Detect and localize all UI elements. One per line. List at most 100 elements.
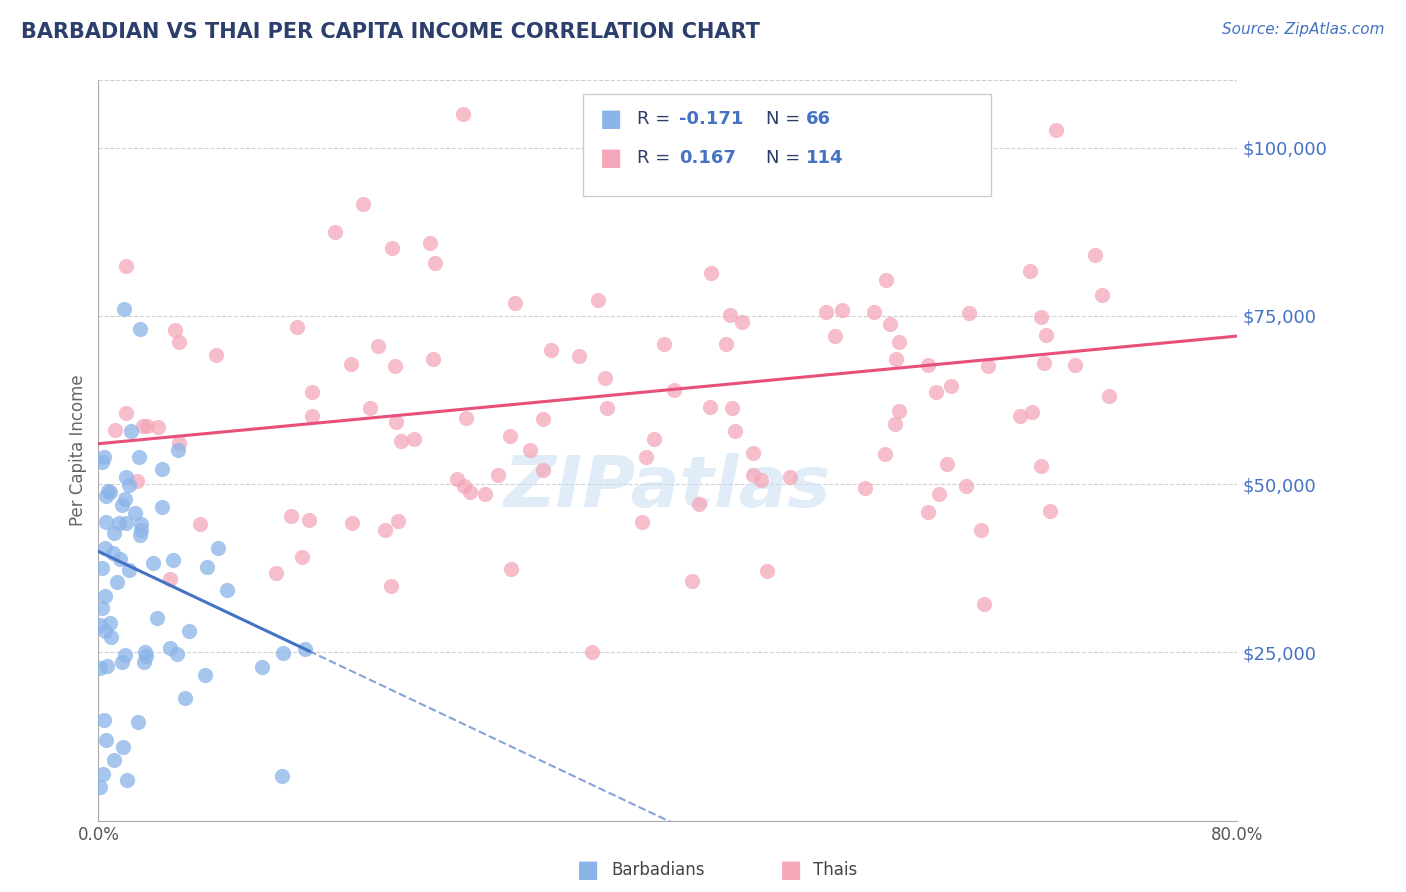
Point — [595, 401, 617, 416]
Point — [110, 552, 132, 566]
Point — [367, 339, 389, 353]
Point — [957, 306, 980, 320]
Point — [150, 461, 173, 475]
Point — [699, 400, 721, 414]
Point — [94, 732, 117, 747]
Text: Thais: Thais — [813, 861, 856, 879]
Text: R =: R = — [637, 110, 676, 128]
Point — [125, 475, 148, 489]
Point — [643, 433, 665, 447]
Point — [342, 516, 364, 530]
Point — [163, 323, 186, 337]
Point — [600, 151, 623, 165]
Point — [928, 487, 950, 501]
Point — [662, 383, 685, 397]
Y-axis label: Per Capita Income: Per Capita Income — [69, 375, 87, 526]
Point — [884, 352, 907, 367]
Point — [150, 500, 173, 515]
Point — [636, 450, 658, 464]
Point — [853, 481, 876, 495]
Point — [110, 498, 132, 512]
Point — [108, 516, 131, 530]
Point — [486, 468, 509, 483]
Point — [112, 739, 135, 754]
Point — [136, 419, 159, 434]
Point — [94, 541, 117, 555]
Point — [280, 508, 302, 523]
Text: -0.171: -0.171 — [679, 110, 744, 128]
Point — [863, 305, 886, 319]
Point — [688, 497, 710, 511]
Point — [779, 470, 801, 484]
Point — [97, 483, 120, 498]
Text: ZIPatlas: ZIPatlas — [505, 453, 831, 522]
Point — [298, 513, 321, 527]
Point — [741, 467, 763, 482]
Point — [114, 259, 136, 273]
Point — [115, 406, 138, 420]
Point — [146, 611, 169, 625]
Point — [115, 470, 138, 484]
Point — [98, 616, 121, 631]
Point — [1038, 503, 1060, 517]
Point — [159, 572, 181, 586]
Point — [167, 436, 190, 450]
Point — [112, 302, 135, 317]
Text: ■: ■ — [780, 858, 803, 881]
Point — [114, 491, 136, 506]
Point — [714, 337, 737, 351]
Point — [498, 429, 520, 443]
Text: Source: ZipAtlas.com: Source: ZipAtlas.com — [1222, 22, 1385, 37]
Point — [174, 691, 197, 706]
Point — [721, 401, 744, 415]
Point — [1083, 248, 1105, 262]
Point — [89, 780, 111, 794]
Text: 114: 114 — [806, 149, 844, 167]
Point — [195, 559, 218, 574]
Point — [264, 566, 287, 580]
Point — [814, 304, 837, 318]
Text: R =: R = — [637, 149, 676, 167]
Point — [1029, 310, 1052, 324]
Point — [474, 487, 496, 501]
Point — [1045, 122, 1067, 136]
Point — [835, 182, 858, 196]
Text: BARBADIAN VS THAI PER CAPITA INCOME CORRELATION CHART: BARBADIAN VS THAI PER CAPITA INCOME CORR… — [21, 22, 761, 42]
Point — [917, 358, 939, 372]
Point — [301, 409, 323, 424]
Point — [98, 485, 121, 500]
Point — [353, 197, 375, 211]
Point — [718, 308, 741, 322]
Point — [271, 769, 294, 783]
Point — [132, 419, 155, 434]
Point — [114, 648, 136, 662]
Point — [422, 351, 444, 366]
Point — [250, 660, 273, 674]
Text: N =: N = — [766, 110, 806, 128]
Point — [941, 379, 963, 393]
Point — [96, 659, 118, 673]
Point — [94, 515, 117, 529]
Point — [374, 523, 396, 537]
Point — [631, 516, 654, 530]
Point — [499, 562, 522, 576]
Point — [204, 348, 226, 362]
Point — [446, 472, 468, 486]
Point — [124, 507, 146, 521]
Point — [188, 517, 211, 532]
Point — [970, 523, 993, 537]
Text: Barbadians: Barbadians — [612, 861, 706, 879]
Point — [132, 655, 155, 669]
Point — [103, 526, 125, 541]
Point — [1018, 264, 1040, 278]
Point — [387, 514, 409, 528]
Point — [385, 415, 408, 429]
Point — [831, 302, 853, 317]
Point — [453, 478, 475, 492]
Point — [638, 141, 661, 155]
Point — [824, 329, 846, 343]
Point — [1021, 405, 1043, 419]
Text: 0.167: 0.167 — [679, 149, 735, 167]
Point — [340, 357, 363, 371]
Point — [586, 293, 609, 307]
